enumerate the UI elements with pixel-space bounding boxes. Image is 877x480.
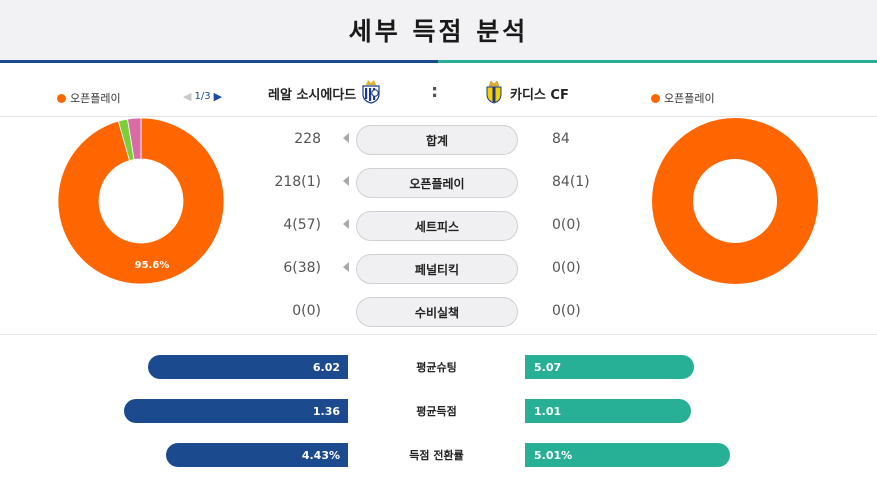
away-donut-slice-1 — [652, 118, 818, 284]
average-row: 1.36 평균득점 1.01 — [0, 399, 877, 423]
away-team: 카디스 CF — [484, 78, 569, 108]
stat-row: 0(0) 수비실책 0(0) — [0, 297, 877, 327]
away-legend-label: 오픈플레이 — [664, 92, 715, 105]
away-team-name: 카디스 CF — [510, 87, 569, 103]
triangle-left-icon[interactable] — [343, 262, 349, 272]
stat-home-value: 4(57) — [283, 217, 321, 233]
home-color-bar — [0, 60, 438, 63]
home-legend-label: 오픈플레이 — [70, 92, 121, 105]
stat-home-value: 218(1) — [274, 174, 321, 190]
away-average-bar: 1.01 — [525, 399, 691, 423]
open-play-legend-dot — [57, 93, 66, 103]
stat-row: 6(38) 페널티킥 0(0) — [0, 254, 877, 284]
pager: ◀ 1/3 ▶ — [183, 90, 222, 103]
stat-row: 4(57) 세트피스 0(0) — [0, 211, 877, 241]
divider — [0, 334, 877, 335]
stat-away-value: 84 — [552, 131, 570, 147]
away-color-bar — [438, 60, 877, 63]
open-play-legend-dot — [651, 93, 660, 103]
stat-away-value: 84(1) — [552, 174, 590, 190]
home-legend: 오픈플레이 — [57, 90, 121, 106]
stat-home-value: 0(0) — [292, 303, 321, 319]
stat-row: 218(1) 오픈플레이 84(1) — [0, 168, 877, 198]
real-sociedad-crest-icon — [360, 78, 382, 108]
triangle-left-icon[interactable] — [343, 219, 349, 229]
away-average-bar: 5.07 — [525, 355, 694, 379]
away-legend: 오픈플레이 — [651, 90, 715, 106]
home-average-bar: 4.43% — [166, 443, 348, 467]
triangle-left-icon[interactable] — [343, 176, 349, 186]
page-title: 세부 득점 분석 — [348, 17, 529, 46]
home-average-bar: 1.36 — [124, 399, 348, 423]
average-label: 평균득점 — [416, 405, 457, 418]
average-label: 평균슈팅 — [416, 361, 457, 374]
stat-away-value: 0(0) — [552, 260, 581, 276]
teams-separator: : — [431, 81, 439, 102]
stat-label-button[interactable]: 오픈플레이 — [356, 168, 518, 198]
divider — [0, 116, 877, 117]
home-average-bar: 6.02 — [148, 355, 348, 379]
pager-text: 1/3 — [194, 91, 211, 102]
stat-label-button[interactable]: 페널티킥 — [356, 254, 518, 284]
stat-away-value: 0(0) — [552, 303, 581, 319]
stat-away-value: 0(0) — [552, 217, 581, 233]
stat-home-value: 228 — [294, 131, 321, 147]
home-team-name: 레알 소시에다드 — [268, 87, 357, 103]
cadiz-crest-icon — [484, 78, 504, 108]
away-average-bar: 5.01% — [525, 443, 730, 467]
stat-label-button[interactable]: 세트피스 — [356, 211, 518, 241]
stat-label-button[interactable]: 수비실책 — [356, 297, 518, 327]
home-open-play-percent-label: 95.6% — [135, 260, 170, 271]
home-donut-slice-3 — [127, 118, 142, 161]
triangle-right-icon[interactable]: ▶ — [213, 90, 223, 103]
away-donut-chart — [652, 118, 818, 284]
home-donut-slice-1 — [58, 118, 224, 284]
triangle-left-icon[interactable] — [343, 133, 349, 143]
average-row: 6.02 평균슈팅 5.07 — [0, 355, 877, 379]
average-row: 4.43% 득점 전환률 5.01% — [0, 443, 877, 467]
home-team: 레알 소시에다드 — [268, 78, 382, 108]
home-donut-chart: 95.6% — [58, 118, 224, 284]
triangle-left-icon[interactable]: ◀ — [183, 90, 192, 103]
stat-home-value: 6(38) — [283, 260, 321, 276]
stat-label-button[interactable]: 합계 — [356, 125, 518, 155]
average-label: 득점 전환률 — [409, 449, 464, 462]
page-header: 세부 득점 분석 — [0, 0, 877, 60]
stat-row: 228 합계 84 — [0, 125, 877, 155]
